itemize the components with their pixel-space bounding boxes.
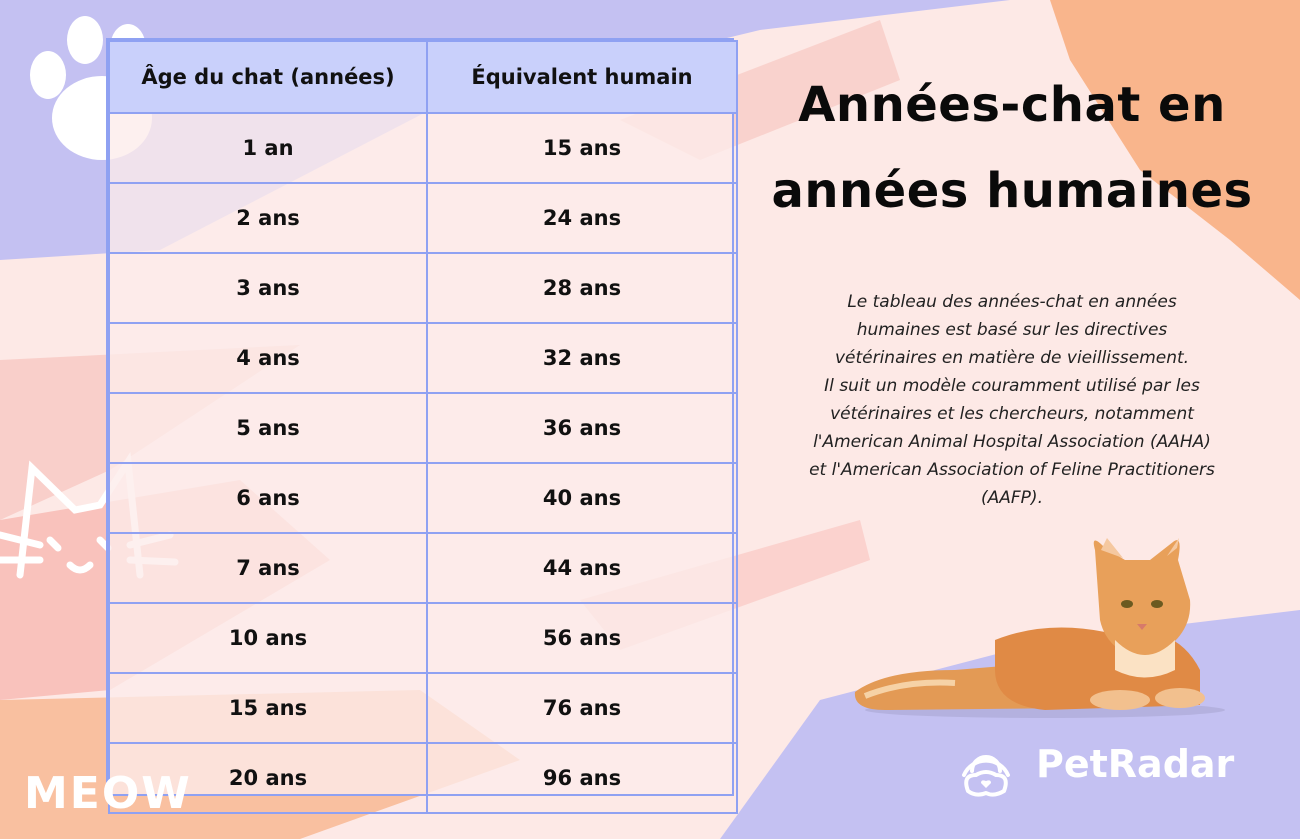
human-age-cell: 44 ans <box>426 532 738 604</box>
cat-age-cell: 10 ans <box>108 602 428 674</box>
table-row: 2 ans 24 ans <box>108 182 738 254</box>
table-row: 4 ans 32 ans <box>108 322 738 394</box>
cat-age-cell: 15 ans <box>108 672 428 744</box>
description-text: Le tableau des années-chat en années hum… <box>762 288 1262 512</box>
description-line: vétérinaires en matière de vieillissemen… <box>834 348 1190 368</box>
table-row: 10 ans 56 ans <box>108 602 738 674</box>
description-line: humaines est basé sur les directives <box>856 320 1168 340</box>
table-header-row: Âge du chat (années) Équivalent humain <box>108 40 738 114</box>
table-row: 20 ans 96 ans <box>108 742 738 814</box>
human-age-cell: 40 ans <box>426 462 738 534</box>
cat-age-cell: 5 ans <box>108 392 428 464</box>
human-age-cell: 28 ans <box>426 252 738 324</box>
table-row: 5 ans 36 ans <box>108 392 738 464</box>
cat-age-table: Âge du chat (années) Équivalent humain 1… <box>108 40 738 814</box>
brand-logo: PetRadar <box>948 730 1278 810</box>
human-age-cell: 76 ans <box>426 672 738 744</box>
human-age-cell: 24 ans <box>426 182 738 254</box>
cat-age-cell: 7 ans <box>108 532 428 604</box>
table-row: 6 ans 40 ans <box>108 462 738 534</box>
cat-age-cell: 1 an <box>108 112 428 184</box>
page-title: Années-chat en années humaines <box>742 62 1282 234</box>
human-age-cell: 36 ans <box>426 392 738 464</box>
column-header-cat-age: Âge du chat (années) <box>108 40 428 114</box>
cat-age-cell: 3 ans <box>108 252 428 324</box>
description-line: Le tableau des années-chat en années <box>847 292 1177 312</box>
description-line: l'American Animal Hospital Association (… <box>813 432 1211 452</box>
petradar-logo-icon <box>962 755 1010 797</box>
human-age-cell: 56 ans <box>426 602 738 674</box>
human-age-cell: 32 ans <box>426 322 738 394</box>
table-row: 1 an 15 ans <box>108 112 738 184</box>
title-line-1: Années-chat en <box>798 77 1226 133</box>
description-line: vétérinaires et les chercheurs, notammen… <box>830 404 1194 424</box>
title-line-2: années humaines <box>771 163 1253 219</box>
meow-decor-text: MEOW <box>24 768 192 819</box>
description-line: et l'American Association of Feline Prac… <box>809 460 1215 480</box>
human-age-cell: 15 ans <box>426 112 738 184</box>
ginger-cat-image <box>854 538 1225 718</box>
brand-name: PetRadar <box>1036 742 1235 786</box>
cat-age-cell: 6 ans <box>108 462 428 534</box>
description-line: Il suit un modèle couramment utilisé par… <box>824 376 1200 396</box>
cat-age-cell: 4 ans <box>108 322 428 394</box>
column-header-human-equivalent: Équivalent humain <box>426 40 738 114</box>
table-row: 7 ans 44 ans <box>108 532 738 604</box>
cat-age-table-container: Âge du chat (années) Équivalent humain 1… <box>106 38 738 814</box>
human-age-cell: 96 ans <box>426 742 738 814</box>
cat-age-cell: 2 ans <box>108 182 428 254</box>
table-row: 3 ans 28 ans <box>108 252 738 324</box>
table-row: 15 ans 76 ans <box>108 672 738 744</box>
description-line: (AAFP). <box>981 488 1043 508</box>
cat-age-cell: 20 ans <box>108 742 428 814</box>
